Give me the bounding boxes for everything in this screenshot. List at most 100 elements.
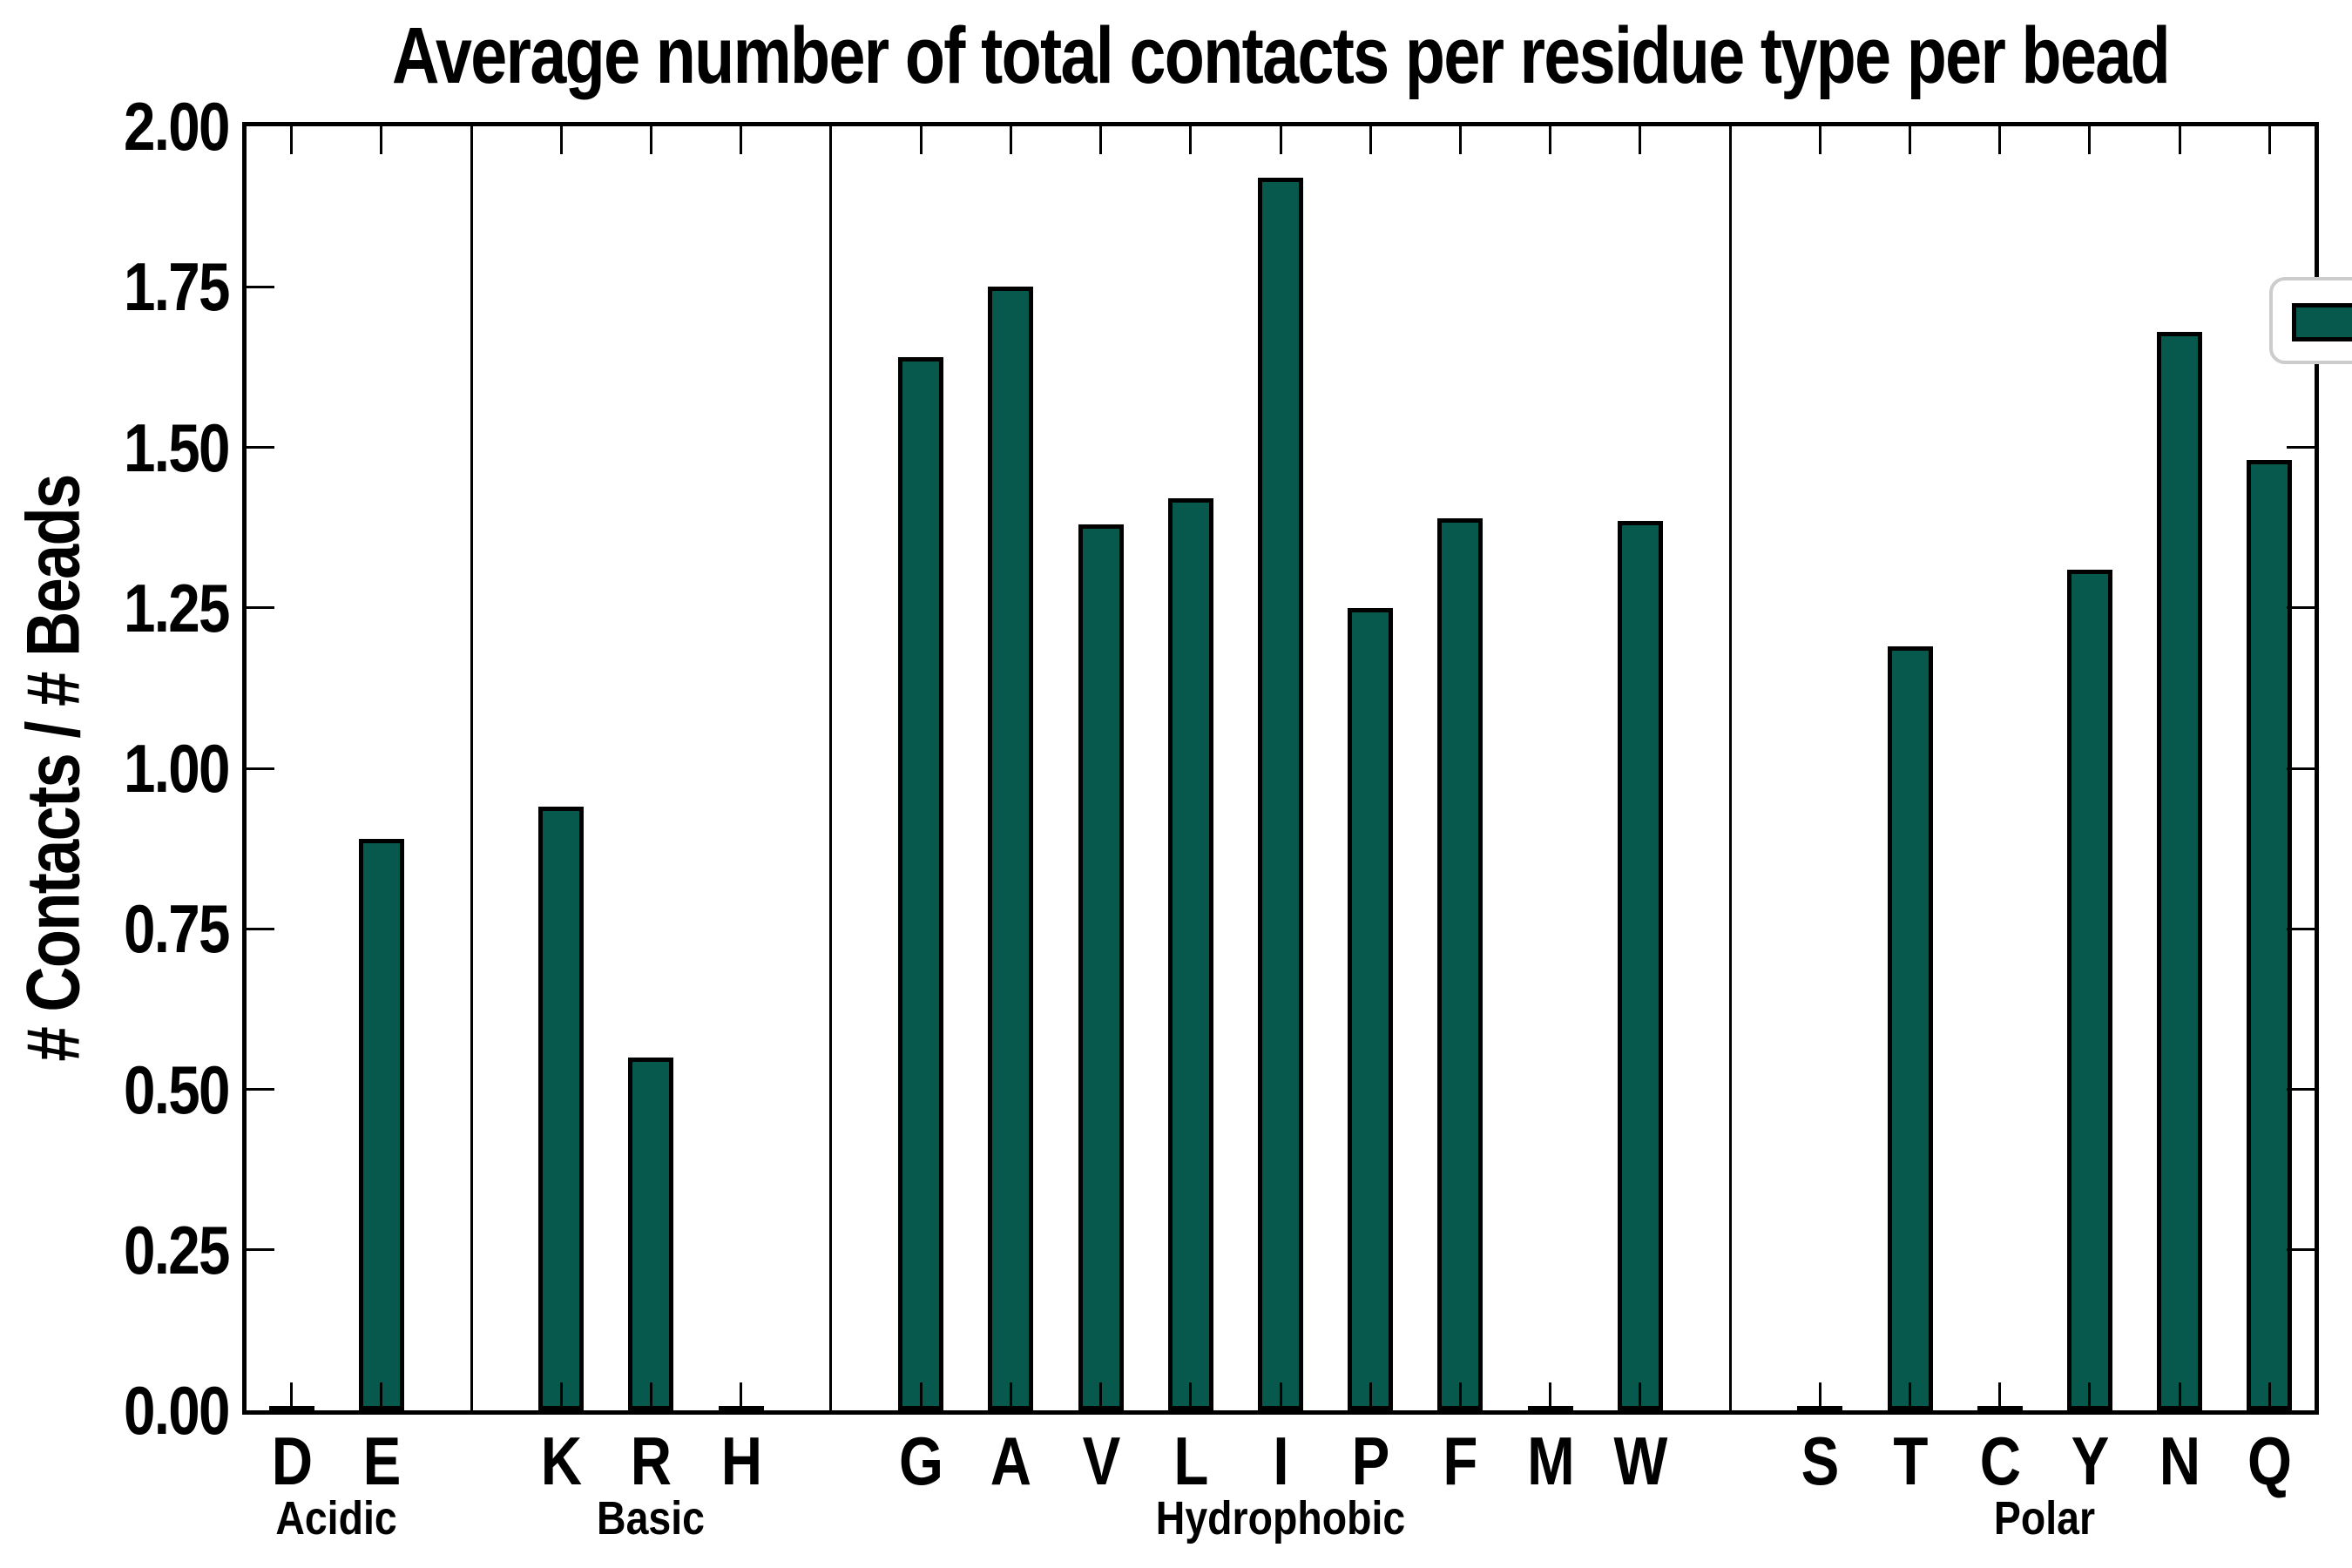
- xtick-label-R: R: [631, 1423, 672, 1499]
- x-tick-mark-bottom: [1279, 1382, 1282, 1410]
- xtick-label-K: K: [541, 1423, 582, 1499]
- xtick-label-L: L: [1173, 1423, 1208, 1499]
- x-tick-mark-top: [1369, 126, 1372, 154]
- x-tick-mark-bottom: [2268, 1382, 2271, 1410]
- ytick-label-1.50: 1.50: [124, 409, 230, 486]
- x-tick-mark-top: [2088, 126, 2092, 154]
- x-tick-mark-top: [2268, 126, 2271, 154]
- xtick-label-A: A: [990, 1423, 1031, 1499]
- xtick-label-I: I: [1273, 1423, 1288, 1499]
- y-tick-mark-left: [247, 446, 274, 449]
- x-tick-mark-top: [1099, 126, 1103, 154]
- x-tick-mark-top: [649, 126, 652, 154]
- xtick-label-Y: Y: [2071, 1423, 2110, 1499]
- ytick-label-0.25: 0.25: [124, 1212, 230, 1288]
- bar-E: [358, 839, 404, 1410]
- xtick-label-N: N: [2159, 1423, 2200, 1499]
- x-tick-mark-top: [1189, 126, 1193, 154]
- bar-K: [538, 807, 585, 1410]
- y-axis-label: # Contacts / # Beads: [11, 475, 96, 1062]
- x-tick-mark-top: [380, 126, 383, 154]
- bar-F: [1437, 518, 1484, 1410]
- y-tick-mark-left: [247, 1088, 274, 1091]
- x-tick-mark-bottom: [1009, 1382, 1012, 1410]
- x-tick-mark-top: [919, 126, 923, 154]
- bar-T: [1887, 646, 1933, 1410]
- x-tick-mark-bottom: [1818, 1382, 1821, 1410]
- ytick-label-0.75: 0.75: [124, 890, 230, 967]
- ytick-label-0.00: 0.00: [124, 1372, 230, 1449]
- xtick-label-M: M: [1526, 1423, 1575, 1499]
- y-tick-mark-right: [2287, 767, 2315, 770]
- xtick-label-E: E: [362, 1423, 401, 1499]
- y-tick-mark-left: [247, 767, 274, 770]
- x-tick-mark-bottom: [1639, 1382, 1642, 1410]
- x-tick-mark-top: [1279, 126, 1282, 154]
- y-tick-mark-right: [2287, 606, 2315, 610]
- bar-N: [2157, 332, 2203, 1410]
- group-label-hydrophobic: Hydrophobic: [1155, 1492, 1406, 1544]
- bar-Y: [2066, 570, 2112, 1410]
- x-tick-mark-bottom: [2178, 1382, 2181, 1410]
- x-tick-mark-top: [559, 126, 563, 154]
- chart-title: Average number of total contacts per res…: [391, 11, 2171, 100]
- x-tick-mark-top: [2178, 126, 2181, 154]
- y-tick-mark-right: [2287, 446, 2315, 449]
- bar-L: [1167, 498, 1213, 1410]
- ytick-label-1.00: 1.00: [124, 730, 230, 807]
- xtick-label-W: W: [1613, 1423, 1667, 1499]
- xtick-label-T: T: [1892, 1423, 1928, 1499]
- x-tick-mark-top: [740, 126, 743, 154]
- group-separator-line: [470, 126, 473, 1410]
- x-tick-mark-bottom: [649, 1382, 652, 1410]
- legend-box: POPC: [2269, 277, 2352, 364]
- x-tick-mark-bottom: [1998, 1382, 2002, 1410]
- bar-A: [988, 287, 1034, 1410]
- x-tick-mark-top: [1909, 126, 1912, 154]
- group-label-acidic: Acidic: [275, 1492, 397, 1544]
- y-tick-mark-right: [2287, 1248, 2315, 1252]
- x-tick-mark-bottom: [1099, 1382, 1103, 1410]
- group-label-polar: Polar: [1994, 1492, 2096, 1544]
- group-separator-line: [1728, 126, 1732, 1410]
- xtick-label-G: G: [899, 1423, 943, 1499]
- x-tick-mark-top: [1998, 126, 2002, 154]
- x-tick-mark-top: [1009, 126, 1012, 154]
- bar-V: [1078, 524, 1124, 1410]
- x-tick-mark-bottom: [1369, 1382, 1372, 1410]
- x-tick-mark-top: [1458, 126, 1462, 154]
- x-tick-mark-top: [290, 126, 294, 154]
- bar-Q: [2247, 460, 2293, 1410]
- x-tick-mark-bottom: [1909, 1382, 1912, 1410]
- x-tick-mark-top: [1818, 126, 1821, 154]
- bar-I: [1258, 178, 1303, 1410]
- y-tick-mark-left: [247, 606, 274, 610]
- y-tick-mark-right: [2287, 927, 2315, 930]
- x-tick-mark-bottom: [2088, 1382, 2092, 1410]
- y-tick-mark-left: [247, 1248, 274, 1252]
- xtick-label-S: S: [1801, 1423, 1840, 1499]
- xtick-label-P: P: [1351, 1423, 1390, 1499]
- y-tick-mark-left: [247, 927, 274, 930]
- xtick-label-F: F: [1443, 1423, 1478, 1499]
- x-tick-mark-bottom: [740, 1382, 743, 1410]
- x-tick-mark-bottom: [1549, 1382, 1552, 1410]
- x-tick-mark-bottom: [1458, 1382, 1462, 1410]
- bar-P: [1348, 608, 1394, 1410]
- legend-swatch-popc: [2292, 303, 2352, 341]
- xtick-label-C: C: [1979, 1423, 2020, 1499]
- ytick-label-2.00: 2.00: [124, 88, 230, 165]
- bar-G: [898, 357, 944, 1410]
- xtick-label-Q: Q: [2247, 1423, 2292, 1499]
- xtick-label-D: D: [271, 1423, 312, 1499]
- ytick-label-0.50: 0.50: [124, 1051, 230, 1128]
- bar-W: [1617, 521, 1663, 1410]
- x-tick-mark-bottom: [559, 1382, 563, 1410]
- xtick-label-H: H: [720, 1423, 761, 1499]
- plot-area: POPC: [242, 122, 2352, 1415]
- x-tick-mark-top: [1549, 126, 1552, 154]
- bar-R: [628, 1058, 674, 1410]
- y-tick-mark-right: [2287, 1088, 2315, 1091]
- y-tick-mark-left: [247, 285, 274, 288]
